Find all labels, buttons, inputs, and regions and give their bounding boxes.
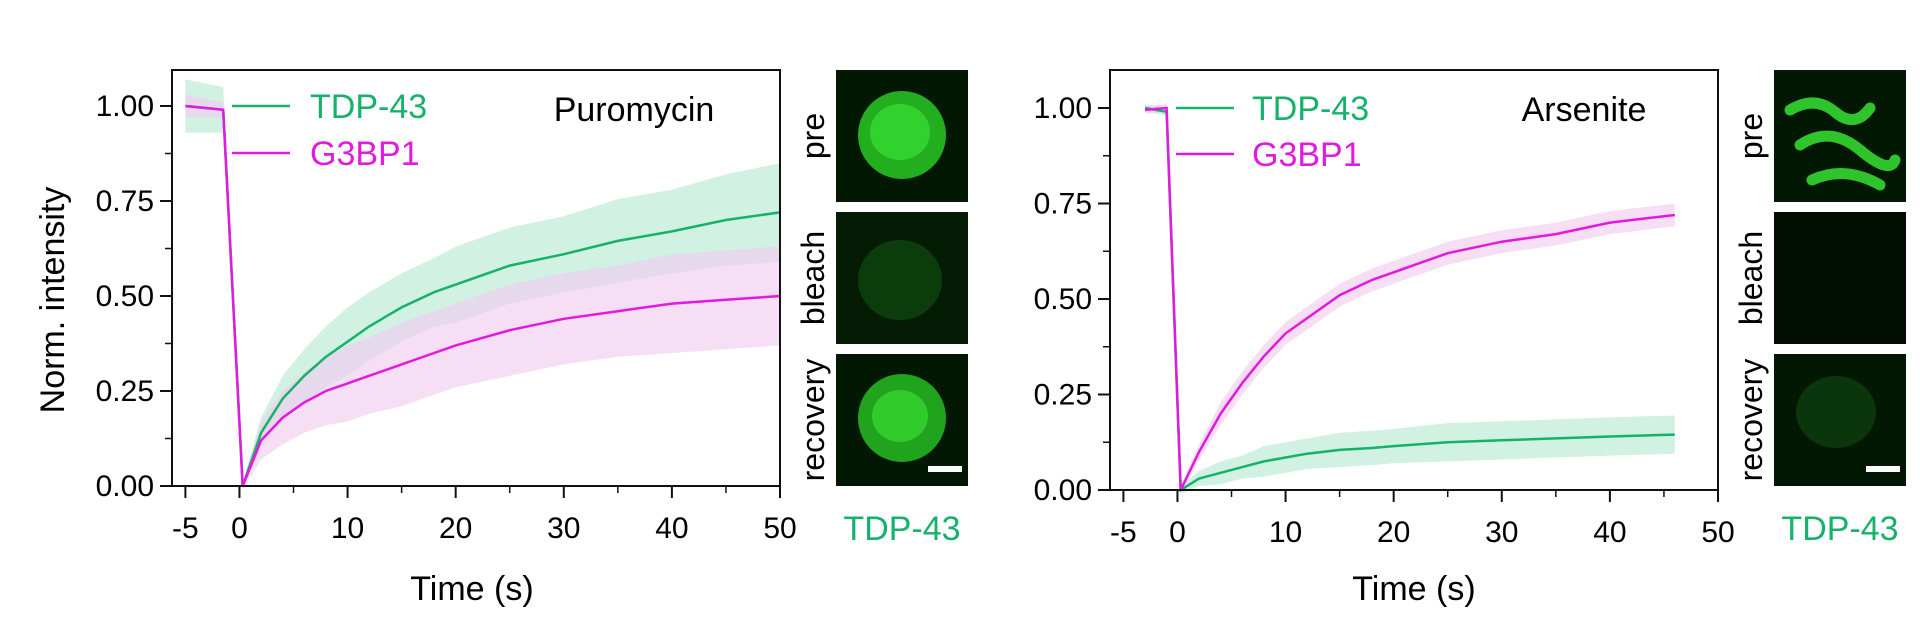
y-tick-label: 0.25 — [1034, 379, 1092, 412]
y-tick-label: 0.75 — [1034, 188, 1092, 221]
x-tick-label: 20 — [439, 512, 472, 545]
x-tick-label: 20 — [1377, 516, 1410, 549]
micrograph-pre-granules — [1784, 97, 1901, 191]
legend-label-tdp43: TDP-43 — [1252, 90, 1369, 128]
image-label-pre: pre — [795, 113, 831, 159]
x-tick-label: -5 — [172, 512, 199, 545]
y-tick-label: 0.50 — [96, 280, 154, 313]
x-tick-label: 0 — [1169, 516, 1186, 549]
image-channel-label: TDP-43 — [1781, 510, 1898, 548]
x-tick-label: 10 — [331, 512, 364, 545]
error-band-tdp43 — [185, 79, 781, 490]
x-axis-label: Time (s) — [410, 570, 533, 608]
x-tick-label: 40 — [655, 512, 688, 545]
scale-bar — [928, 466, 962, 472]
x-tick-label: -5 — [1110, 516, 1137, 549]
y-tick-label: 0.00 — [1034, 474, 1092, 507]
image-label-recovery: recovery — [1733, 359, 1769, 482]
scale-bar — [1866, 466, 1900, 472]
series-line-g3bp1 — [185, 104, 781, 487]
legend-label-g3bp1: G3BP1 — [1252, 136, 1362, 174]
x-axis-label: Time (s) — [1352, 570, 1475, 608]
series-line-tdp43 — [1144, 106, 1675, 493]
image-label-bleach: bleach — [795, 231, 831, 325]
micrograph-column-arsenite: pre bleach recovery TDP-43 — [1733, 70, 1906, 548]
micrograph-bleach — [1774, 212, 1906, 344]
y-tick-label: 1.00 — [1034, 92, 1092, 125]
image-label-bleach: bleach — [1733, 231, 1769, 325]
y-axis-label: Norm. intensity — [34, 187, 72, 414]
x-tick-label: 0 — [231, 512, 248, 545]
micrograph-column-puromycin: pre bleach recovery TDP-43 — [795, 70, 968, 548]
y-tick-label: 0.75 — [96, 185, 154, 218]
image-label-recovery: recovery — [795, 359, 831, 482]
x-tick-label: 40 — [1593, 516, 1626, 549]
legend-label-g3bp1: G3BP1 — [310, 135, 420, 173]
micrograph-recovery — [1774, 354, 1906, 486]
plot-frame — [171, 69, 781, 487]
plot-frame — [1109, 69, 1719, 491]
chart-panel-arsenite: -5 0 10 20 30 40 50 0.00 0.25 0.50 0.75 1.00 Time … — [1034, 69, 1735, 608]
y-tick-label: 1.00 — [96, 90, 154, 123]
error-band-g3bp1 — [185, 94, 781, 490]
chart-panel-puromycin: -5 0 10 20 30 40 50 0.00 0.25 0.50 0.75 1.00 Norm.… — [34, 69, 797, 608]
micrograph-pre-spot-core — [870, 104, 930, 160]
series-line-tdp43 — [185, 104, 781, 487]
micrograph-bleach — [836, 212, 968, 344]
y-tick-label: 0.25 — [96, 375, 154, 408]
x-tick-label: 50 — [763, 512, 796, 545]
x-tick-label: 30 — [1485, 516, 1518, 549]
x-tick-label: 30 — [547, 512, 580, 545]
series-line-g3bp1 — [1144, 106, 1675, 491]
condition-label-arsenite: Arsenite — [1522, 91, 1647, 129]
x-tick-label: 10 — [1269, 516, 1302, 549]
micrograph-bleach-spot — [858, 240, 942, 320]
error-band-tdp43 — [1145, 104, 1675, 494]
condition-label-puromycin: Puromycin — [554, 91, 715, 129]
micrograph-recovery-spot-core — [872, 390, 928, 442]
legend-label-tdp43: TDP-43 — [310, 88, 427, 126]
x-tick-label: 50 — [1701, 516, 1734, 549]
y-tick-label: 0.00 — [96, 470, 154, 503]
image-channel-label: TDP-43 — [843, 510, 960, 548]
image-label-pre: pre — [1733, 113, 1769, 159]
micrograph-recovery-spot — [1796, 376, 1876, 448]
y-tick-label: 0.50 — [1034, 283, 1092, 316]
